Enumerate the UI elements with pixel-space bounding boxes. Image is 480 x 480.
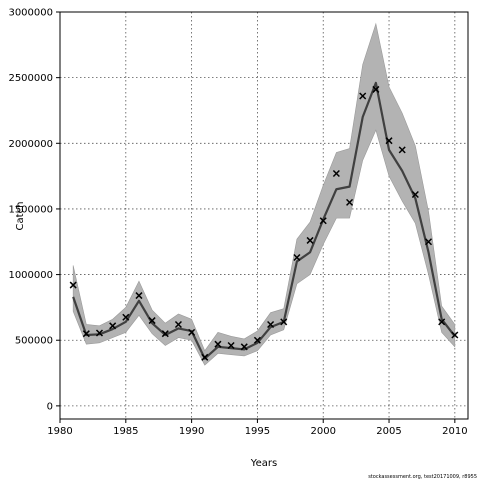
x-tick-label: 2010 [442, 426, 467, 437]
observed-point [411, 190, 419, 199]
x-tick-label: 2000 [310, 426, 335, 437]
observed-point [424, 238, 433, 246]
observed-point [372, 85, 380, 93]
confidence-band [72, 22, 456, 366]
observed-point [332, 169, 340, 178]
observed-point [346, 198, 354, 206]
observed-point [82, 330, 90, 338]
y-tick-label: 1000000 [8, 270, 53, 281]
confidence-band-area [72, 22, 456, 366]
observed-point [227, 341, 235, 350]
footer-credit: stockassessment.org, test20171009, r8955 [368, 474, 477, 480]
x-tick-label: 1990 [179, 426, 204, 437]
observed-point [306, 236, 314, 244]
y-tick-label: 1500000 [8, 204, 53, 215]
x-tick-label: 1980 [47, 426, 72, 437]
observed-point [135, 292, 143, 300]
x-axis-label: Years [250, 458, 277, 469]
observed-point [253, 336, 261, 344]
x-axis: 1980 1985 1990 1995 2000 2005 2010 [47, 419, 468, 437]
observed-point [280, 318, 288, 326]
observed-point [161, 330, 169, 338]
observed-point [451, 331, 459, 339]
plot-frame [59, 11, 469, 420]
observed-point [267, 320, 275, 329]
y-tick-label: 2500000 [8, 73, 53, 84]
observed-point [359, 92, 367, 100]
observed-point [174, 320, 182, 329]
observed-point [319, 217, 327, 225]
observed-point [122, 313, 130, 321]
observed-point [201, 353, 209, 361]
observed-point [240, 343, 248, 351]
y-tick-label: 500000 [15, 336, 53, 347]
y-tick-label: 2000000 [8, 139, 53, 150]
x-tick-label: 1985 [113, 426, 138, 437]
y-axis-label: Catch [15, 202, 26, 231]
observed-point [293, 253, 301, 262]
observed-point [214, 340, 222, 348]
y-tick-label: 3000000 [8, 8, 53, 19]
observed-point [398, 146, 406, 154]
observed-point [188, 328, 196, 336]
observed-point [109, 322, 117, 330]
observed-point [95, 329, 104, 337]
observed-point [385, 137, 393, 145]
y-axis: 0 500000 1000000 1500000 2000000 2500000 30000… [8, 8, 60, 412]
x-tick-label: 1995 [245, 426, 270, 437]
y-tick-label: 0 [47, 401, 53, 412]
estimate-line [72, 81, 456, 360]
observed-markers [69, 85, 459, 361]
observed-point [438, 318, 446, 326]
observed-point [148, 317, 156, 325]
x-tick-label: 2005 [376, 426, 401, 437]
estimate-line-path [72, 81, 456, 360]
grid [59, 11, 468, 419]
observed-point [69, 281, 77, 289]
